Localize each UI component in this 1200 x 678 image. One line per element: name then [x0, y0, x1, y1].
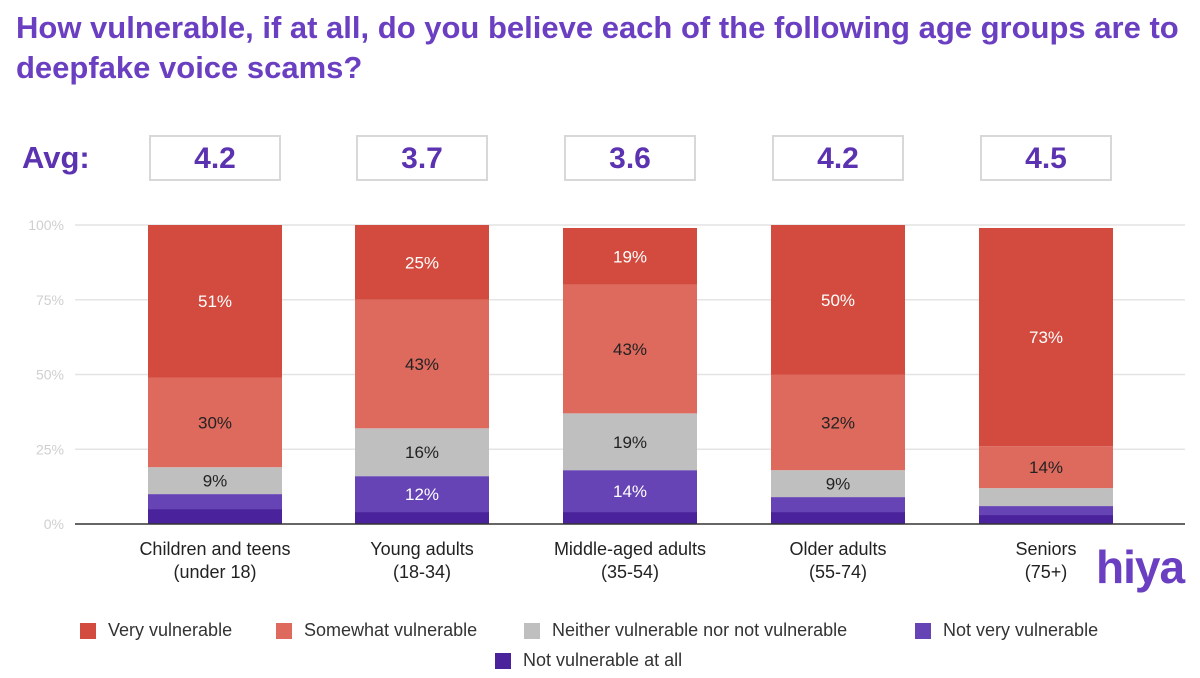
avg-label: Avg: [22, 140, 90, 175]
bar-segment [355, 512, 489, 524]
bar-segment [148, 225, 282, 378]
legend-item: Not vulnerable at all [495, 650, 682, 671]
legend-swatch [524, 622, 540, 639]
legend-item: Very vulnerable [80, 620, 232, 641]
data-label: 9% [203, 472, 228, 491]
bar-segment [979, 446, 1113, 489]
bar-segment [355, 225, 489, 300]
y-tick-label: 100% [28, 217, 64, 233]
bar-segment [771, 512, 905, 524]
bar-segment [771, 470, 905, 498]
data-label: 14% [1029, 458, 1063, 477]
y-tick-label: 50% [36, 367, 64, 383]
average-value: 4.5 [980, 135, 1112, 181]
bar-segment [148, 467, 282, 495]
data-label: 30% [198, 413, 232, 432]
y-tick-label: 25% [36, 441, 64, 457]
bar-segment [563, 470, 697, 513]
legend-item: Not very vulnerable [915, 620, 1098, 641]
bar-segment [563, 512, 697, 524]
bar-segment [771, 374, 905, 471]
legend-label: Very vulnerable [108, 620, 233, 640]
legend-swatch [276, 622, 292, 639]
average-value: 4.2 [772, 135, 904, 181]
data-label: 16% [405, 443, 439, 462]
data-label: 51% [198, 292, 232, 311]
bar-segment [979, 506, 1113, 516]
average-value: 4.2 [149, 135, 281, 181]
bar-segment [563, 413, 697, 471]
bar-segment [148, 377, 282, 468]
x-category-label: Middle-aged adults (35-54) [553, 539, 707, 582]
average-value: 3.6 [564, 135, 696, 181]
chart-title: How vulnerable, if at all, do you believ… [16, 10, 1179, 85]
data-label: 73% [1029, 328, 1063, 347]
legend-swatch [915, 622, 931, 639]
bar-segment [563, 284, 697, 414]
average-value: 3.7 [356, 135, 488, 181]
data-label: 14% [613, 482, 647, 501]
y-tick-label: 75% [36, 292, 64, 308]
legend-swatch [495, 652, 511, 669]
bar-segment [355, 428, 489, 477]
data-label: 32% [821, 413, 855, 432]
bar-segment [979, 488, 1113, 507]
legend-item: Neither vulnerable nor not vulnerable [524, 620, 847, 641]
x-category-label: Children and teens (under 18) [139, 539, 291, 582]
legend-swatch [80, 622, 96, 639]
data-label: 12% [405, 485, 439, 504]
bar-segment [771, 497, 905, 513]
legend-label: Neither vulnerable nor not vulnerable [552, 620, 848, 640]
bar-segment [979, 515, 1113, 524]
bar-segment [148, 509, 282, 524]
legend-label: Not very vulnerable [943, 620, 1099, 640]
x-category-label: Older adults (55-74) [789, 539, 887, 582]
x-category-label: Seniors (75+) [1015, 539, 1077, 582]
bar-segment [148, 494, 282, 510]
bar-segment [355, 476, 489, 513]
bar-segment [771, 225, 905, 375]
data-label: 19% [613, 433, 647, 452]
data-label: 50% [821, 291, 855, 310]
data-label: 19% [613, 247, 647, 266]
legend-item: Somewhat vulnerable [276, 620, 477, 641]
y-tick-label: 0% [44, 516, 64, 532]
data-label: 43% [613, 340, 647, 359]
x-category-label: Young adults (18-34) [370, 539, 474, 582]
legend-label: Not vulnerable at all [523, 650, 683, 670]
hiya-logo: hiya [1096, 541, 1185, 593]
data-label: 25% [405, 253, 439, 272]
bar-segment [979, 227, 1113, 447]
bar-segment [355, 299, 489, 429]
data-label: 9% [826, 475, 851, 494]
legend-label: Somewhat vulnerable [304, 620, 478, 640]
bar-segment [563, 227, 697, 285]
data-label: 43% [405, 355, 439, 374]
